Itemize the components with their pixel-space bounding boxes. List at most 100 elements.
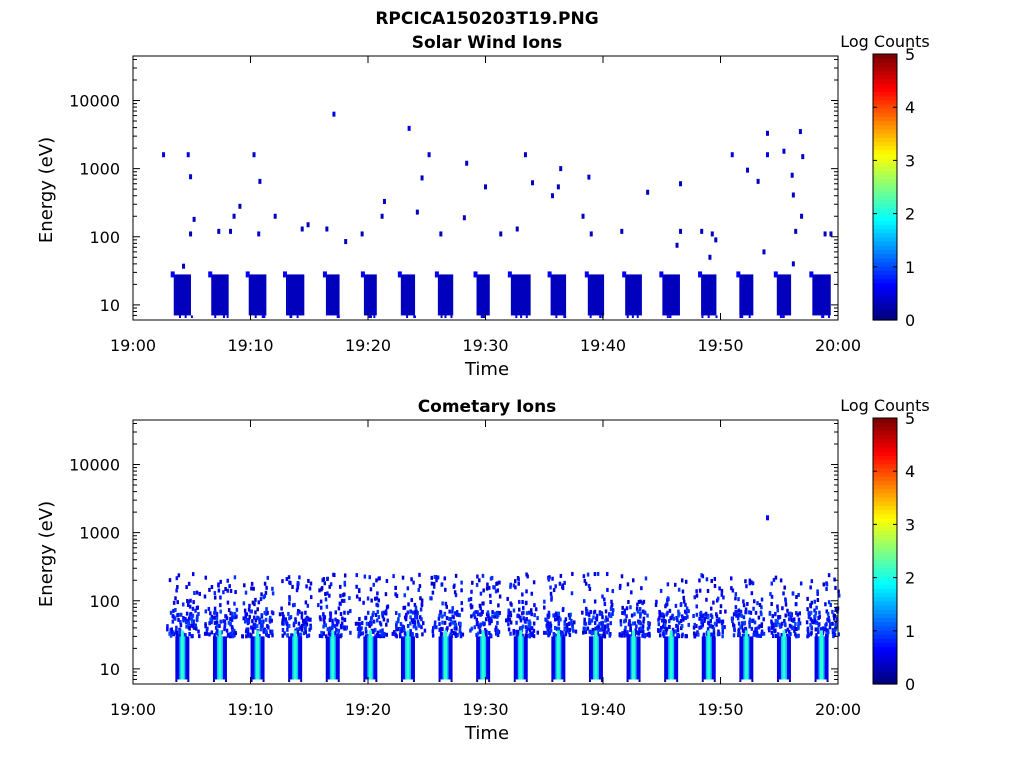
halo-cell — [826, 617, 829, 622]
halo-cell — [717, 617, 721, 622]
halo-cell — [635, 630, 639, 635]
halo-cell — [498, 594, 502, 599]
halo-cell — [497, 629, 501, 634]
data-point — [829, 231, 833, 237]
halo-cell — [563, 580, 566, 585]
halo-cell — [185, 624, 188, 629]
y-tick-label: 1000 — [79, 524, 120, 543]
halo-cell — [204, 622, 207, 627]
halo-cell — [401, 627, 405, 632]
halo-cell — [660, 612, 664, 617]
halo-cell — [337, 632, 340, 637]
halo-cell — [305, 617, 308, 622]
y-tick-label: 10000 — [69, 92, 120, 111]
halo-cell — [400, 628, 403, 633]
halo-cell — [677, 609, 680, 614]
halo-cell — [787, 634, 790, 639]
halo-cell — [525, 572, 528, 577]
halo-cell — [603, 597, 606, 602]
halo-cell — [194, 608, 197, 613]
halo-cell — [458, 613, 461, 618]
halo-cell — [732, 633, 736, 638]
core-spike — [224, 679, 227, 682]
halo-cell — [641, 624, 645, 629]
halo-cell — [182, 616, 185, 621]
halo-cell — [706, 627, 710, 632]
data-point — [273, 213, 277, 219]
burst-spike — [444, 315, 447, 318]
burst-spike — [406, 315, 409, 318]
halo-cell — [659, 633, 662, 638]
halo-cell — [646, 613, 649, 618]
burst-edge — [659, 271, 664, 278]
halo-cell — [459, 621, 462, 626]
halo-cell — [780, 621, 784, 626]
halo-cell — [569, 612, 572, 617]
halo-cell — [266, 610, 269, 615]
halo-cell — [797, 621, 800, 626]
halo-cell — [517, 599, 521, 604]
halo-cell — [660, 618, 664, 623]
halo-cell — [701, 574, 705, 579]
x-tick-label: 19:40 — [580, 700, 626, 719]
halo-cell — [246, 629, 250, 634]
halo-cell — [563, 620, 567, 625]
halo-cell — [429, 596, 432, 601]
halo-cell — [233, 615, 237, 620]
halo-cell — [806, 607, 809, 612]
colorbar-segment — [873, 116, 897, 122]
core-peak — [180, 630, 184, 680]
halo-cell — [837, 589, 840, 594]
halo-cell — [610, 602, 614, 607]
halo-cell — [792, 617, 796, 622]
halo-cell — [460, 601, 463, 606]
burst-spike — [226, 315, 229, 318]
halo-cell — [701, 622, 705, 627]
halo-cell — [281, 627, 285, 632]
halo-cell — [512, 629, 515, 634]
colorbar-frame — [872, 417, 898, 685]
halo-cell — [721, 628, 724, 633]
halo-cell — [271, 586, 274, 591]
halo-cell — [174, 596, 177, 601]
y-axis-label-solar-wind: Energy (eV) — [36, 137, 57, 243]
halo-cell — [303, 618, 307, 623]
colorbar-segment — [873, 588, 897, 594]
halo-cell — [489, 593, 492, 598]
core-spike — [476, 679, 479, 682]
halo-cell — [309, 595, 313, 600]
halo-cell — [798, 621, 802, 626]
halo-cell — [479, 612, 482, 617]
halo-cell — [421, 632, 424, 637]
halo-cell — [561, 608, 565, 613]
halo-cell — [548, 631, 551, 636]
halo-cell — [406, 610, 410, 615]
colorbar-segment — [873, 195, 897, 201]
halo-cell — [215, 611, 219, 616]
halo-cell — [258, 617, 261, 622]
halo-cell — [229, 588, 233, 593]
data-point — [714, 237, 718, 243]
halo-cell — [671, 627, 675, 632]
halo-cell — [467, 597, 471, 602]
data-point — [382, 198, 386, 204]
halo-cell — [744, 610, 747, 615]
halo-cell — [470, 614, 473, 619]
halo-cell — [731, 618, 734, 623]
halo-cell — [630, 634, 634, 639]
halo-cell — [188, 631, 191, 636]
halo-cell — [596, 571, 600, 576]
halo-cell — [401, 624, 404, 629]
halo-cell — [626, 633, 629, 638]
halo-cell — [469, 628, 472, 633]
halo-cell — [629, 623, 632, 628]
halo-cell — [795, 611, 798, 616]
halo-cell — [285, 620, 288, 625]
burst-spike — [563, 315, 566, 318]
halo-cell — [375, 578, 378, 583]
halo-cell — [665, 627, 669, 632]
burst-edge — [622, 271, 627, 278]
halo-cell — [187, 621, 190, 626]
halo-cell — [214, 625, 218, 630]
halo-cell — [250, 633, 253, 638]
